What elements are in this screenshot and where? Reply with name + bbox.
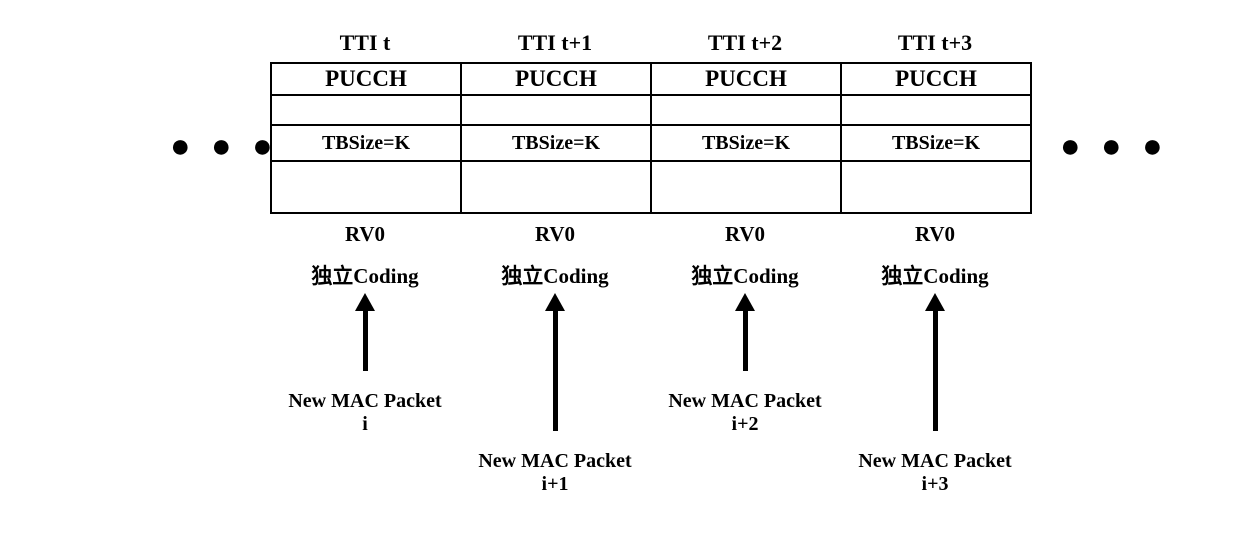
cell-tb-2: TBSize=K <box>651 125 841 161</box>
cell-empty <box>271 161 461 213</box>
packet-label-2: New MAC Packet i+2 <box>650 390 840 436</box>
cell-empty <box>841 95 1031 125</box>
cell-pucch-0: PUCCH <box>271 63 461 95</box>
arrow-shaft <box>743 311 748 371</box>
coding-label-3: 独立Coding <box>840 260 1030 290</box>
arrow-head-icon <box>545 293 565 311</box>
table-row <box>271 95 1031 125</box>
table-row: PUCCH PUCCH PUCCH PUCCH <box>271 63 1031 95</box>
ellipsis-right: ● ● ● <box>1060 128 1169 166</box>
packet-line2: i+2 <box>732 413 759 435</box>
packet-line2: i+3 <box>922 473 949 495</box>
cell-empty <box>651 95 841 125</box>
rv-label-3: RV0 <box>840 222 1030 247</box>
packet-line2: i+1 <box>542 473 569 495</box>
rv-label-0: RV0 <box>270 222 460 247</box>
coding-label-2: 独立Coding <box>650 260 840 290</box>
cell-pucch-2: PUCCH <box>651 63 841 95</box>
cell-pucch-3: PUCCH <box>841 63 1031 95</box>
rv-label-1: RV0 <box>460 222 650 247</box>
cell-pucch-1: PUCCH <box>461 63 651 95</box>
cell-empty <box>461 161 651 213</box>
tti-header-3: TTI t+3 <box>840 30 1030 56</box>
cell-empty <box>271 95 461 125</box>
packet-label-3: New MAC Packet i+3 <box>840 450 1030 496</box>
cell-empty <box>461 95 651 125</box>
cell-tb-3: TBSize=K <box>841 125 1031 161</box>
diagram-canvas: ● ● ● ● ● ● TTI t TTI t+1 TTI t+2 TTI t+… <box>0 0 1240 534</box>
arrow-head-icon <box>925 293 945 311</box>
tti-header-0: TTI t <box>270 30 460 56</box>
coding-label-1: 独立Coding <box>460 260 650 290</box>
cell-empty <box>841 161 1031 213</box>
coding-label-0: 独立Coding <box>270 260 460 290</box>
rv-label-2: RV0 <box>650 222 840 247</box>
frame-table: PUCCH PUCCH PUCCH PUCCH TBSize=K TBSize=… <box>270 62 1032 214</box>
cell-empty <box>651 161 841 213</box>
tti-header-2: TTI t+2 <box>650 30 840 56</box>
arrow-shaft <box>553 311 558 431</box>
packet-line2: i <box>362 413 368 435</box>
cell-tb-0: TBSize=K <box>271 125 461 161</box>
arrow-shaft <box>363 311 368 371</box>
tti-header-1: TTI t+1 <box>460 30 650 56</box>
arrow-head-icon <box>355 293 375 311</box>
arrow-head-icon <box>735 293 755 311</box>
packet-label-0: New MAC Packet i <box>270 390 460 436</box>
packet-line1: New MAC Packet <box>288 390 441 412</box>
packet-line1: New MAC Packet <box>478 450 631 472</box>
packet-line1: New MAC Packet <box>858 450 1011 472</box>
cell-tb-1: TBSize=K <box>461 125 651 161</box>
packet-line1: New MAC Packet <box>668 390 821 412</box>
table-row <box>271 161 1031 213</box>
arrow-shaft <box>933 311 938 431</box>
ellipsis-left: ● ● ● <box>170 128 279 166</box>
table-row: TBSize=K TBSize=K TBSize=K TBSize=K <box>271 125 1031 161</box>
packet-label-1: New MAC Packet i+1 <box>460 450 650 496</box>
